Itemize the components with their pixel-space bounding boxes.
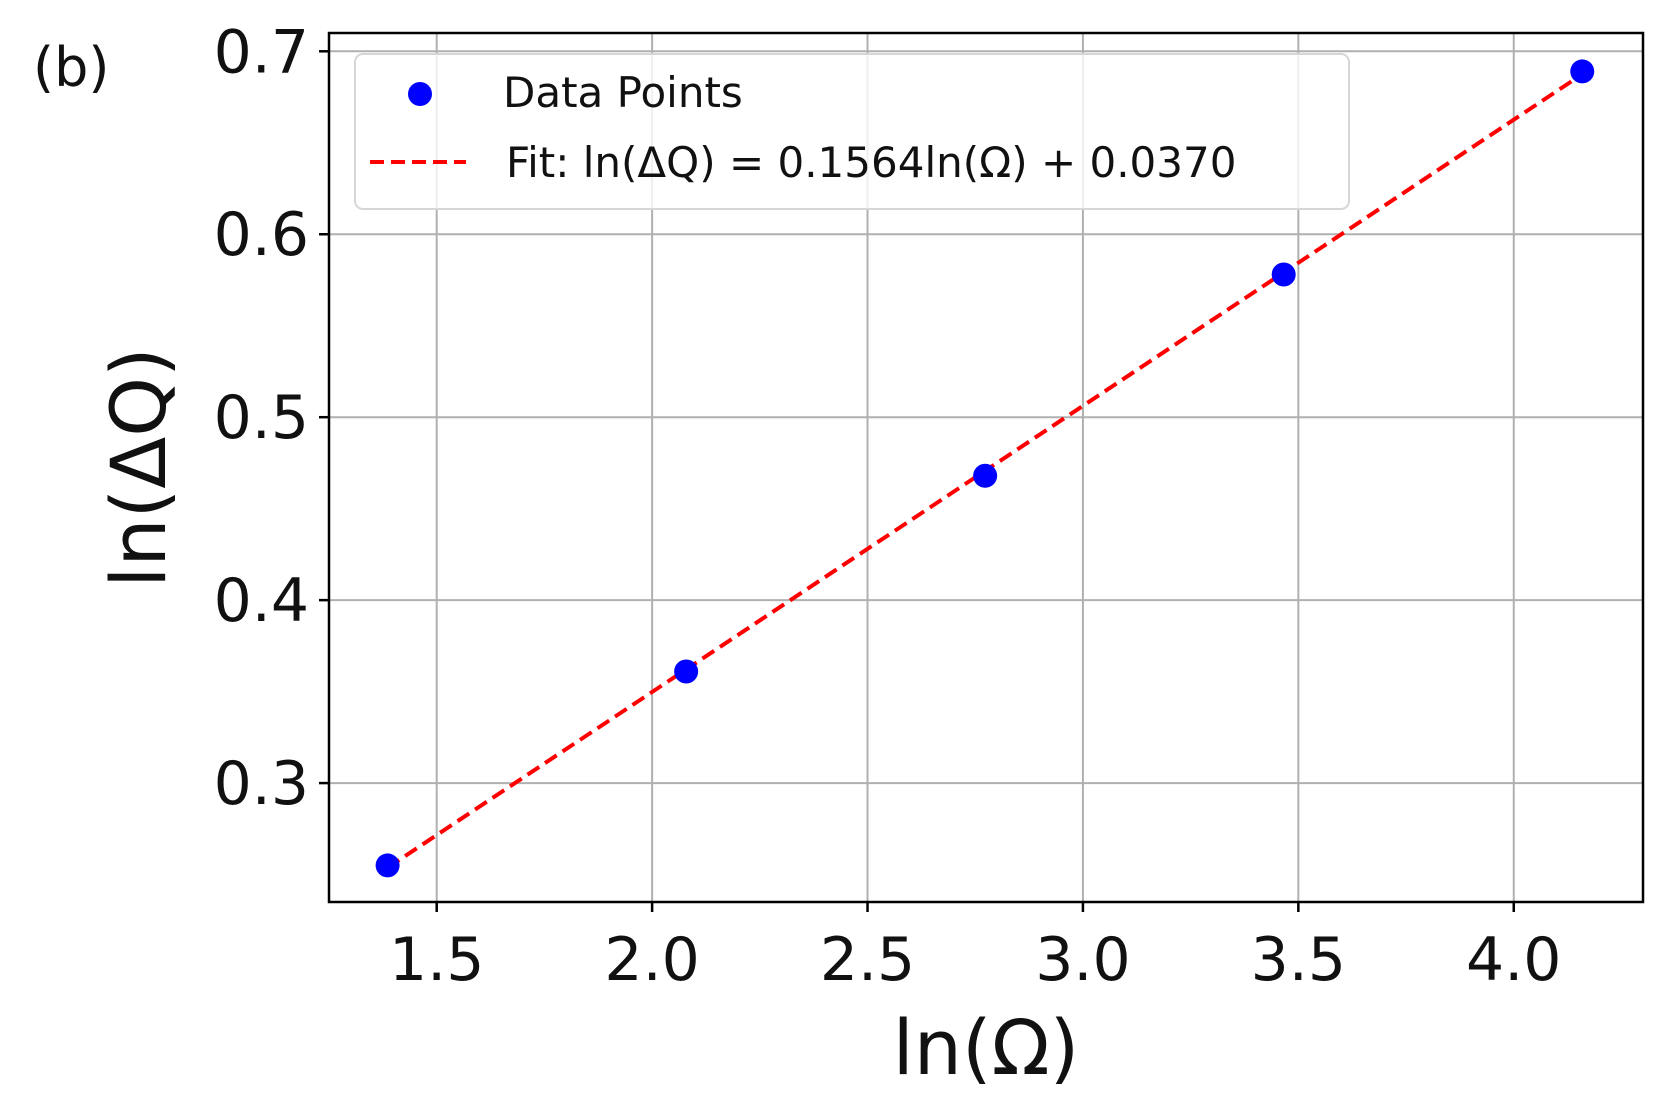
- y-tick-label: 0.7: [214, 17, 309, 87]
- plot-frame: [327, 31, 1645, 904]
- x-tick-label: 3.5: [1251, 925, 1346, 995]
- data-point: [674, 659, 699, 684]
- y-tick-label: 0.5: [214, 383, 309, 453]
- y-tick-label: 0.6: [214, 200, 309, 270]
- points-layer: [375, 59, 1595, 878]
- panel-label: (b): [33, 36, 109, 99]
- legend-marker-data-points: [408, 82, 432, 106]
- data-point: [375, 853, 400, 878]
- y-axis-label: ln(ΔQ): [94, 347, 183, 587]
- x-tick-label: 2.0: [604, 925, 699, 995]
- ticks: 1.5 2.0 2.5 3.0 3.5 4.0 0.3 0.4 0.5 0.6 0.7: [214, 17, 1562, 995]
- y-tick-label: 0.3: [214, 749, 309, 819]
- data-point: [1570, 59, 1595, 84]
- y-tick-label: 0.4: [214, 566, 309, 636]
- x-tick-label: 1.5: [389, 925, 484, 995]
- legend-box: [354, 53, 1350, 210]
- x-tick-label: 4.0: [1466, 925, 1561, 995]
- data-point: [973, 463, 998, 488]
- legend: Data Points Fit: ln(ΔQ) = 0.1564ln(Ω) + …: [354, 53, 1350, 210]
- legend-label-fit: Fit: ln(ΔQ) = 0.1564ln(Ω) + 0.0370: [506, 138, 1236, 187]
- data-point: [1271, 262, 1296, 287]
- x-tick-label: 3.0: [1035, 925, 1130, 995]
- x-tick-label: 2.5: [820, 925, 915, 995]
- legend-label-data-points: Data Points: [503, 68, 743, 117]
- x-axis-label: ln(Ω): [893, 1003, 1080, 1092]
